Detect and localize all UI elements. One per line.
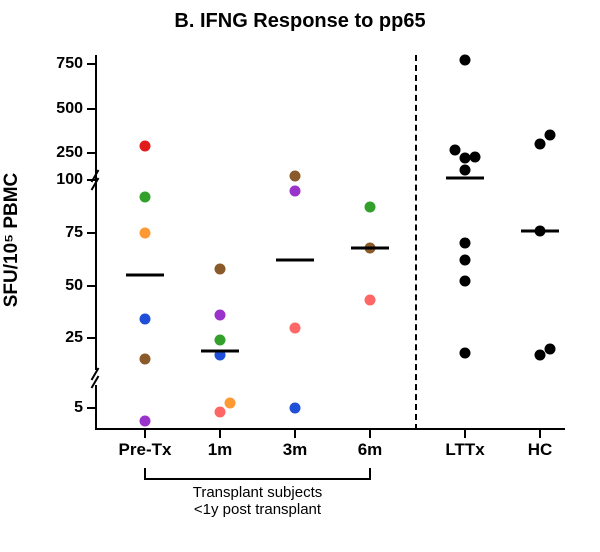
x-tick-label: LTTx (445, 440, 484, 460)
y-tick-label: 25 (41, 329, 83, 347)
data-point (450, 144, 461, 155)
data-point (215, 263, 226, 274)
data-point (225, 398, 236, 409)
y-tick-label: 5 (41, 399, 83, 417)
y-tick-label: 100 (41, 171, 83, 189)
data-point (290, 185, 301, 196)
data-point (140, 141, 151, 152)
bracket-v (144, 468, 146, 478)
x-tick (294, 428, 296, 438)
data-point (290, 402, 301, 413)
data-point (215, 310, 226, 321)
data-point (545, 343, 556, 354)
y-tick (87, 108, 95, 110)
y-tick (87, 407, 95, 409)
data-point (545, 130, 556, 141)
y-tick-label: 500 (41, 100, 83, 118)
median-line (201, 350, 239, 353)
y-tick-label: 250 (41, 144, 83, 162)
x-tick-label: 6m (358, 440, 383, 460)
data-point (535, 350, 546, 361)
data-point (365, 202, 376, 213)
data-point (460, 238, 471, 249)
x-tick-label: 1m (208, 440, 233, 460)
median-line (446, 177, 484, 180)
median-line (351, 246, 389, 249)
group-divider (415, 55, 417, 430)
median-line (276, 259, 314, 262)
data-point (140, 416, 151, 427)
x-tick (539, 428, 541, 438)
y-tick (87, 63, 95, 65)
y-axis-label: SFU/10⁵ PBMC (1, 173, 23, 308)
plot-area: 5255075100250500750Pre-Tx1m3m6mLTTxHCTra… (95, 50, 565, 430)
x-axis (95, 428, 565, 430)
y-axis-segment (95, 55, 97, 180)
data-point (140, 354, 151, 365)
data-point (460, 255, 471, 266)
bracket-v (369, 468, 371, 478)
data-point (140, 314, 151, 325)
data-point (290, 322, 301, 333)
data-point (535, 139, 546, 150)
y-tick (87, 337, 95, 339)
x-tick-label: HC (528, 440, 553, 460)
chart-title: B. IFNG Response to pp65 (0, 10, 600, 33)
y-tick-label: 75 (41, 224, 83, 242)
y-tick-label: 50 (41, 277, 83, 295)
median-line (521, 229, 559, 232)
data-point (460, 348, 471, 359)
data-point (140, 227, 151, 238)
x-tick (464, 428, 466, 438)
y-tick-label: 750 (41, 55, 83, 73)
data-point (470, 151, 481, 162)
median-line (126, 274, 164, 277)
y-tick (87, 232, 95, 234)
y-tick (87, 285, 95, 287)
data-point (460, 165, 471, 176)
x-tick (219, 428, 221, 438)
x-tick (369, 428, 371, 438)
x-tick (144, 428, 146, 438)
y-axis-segment (95, 180, 97, 370)
y-axis-segment (95, 385, 97, 430)
data-point (460, 276, 471, 287)
x-tick-label: 3m (283, 440, 308, 460)
data-point (140, 191, 151, 202)
data-point (215, 335, 226, 346)
data-point (215, 407, 226, 418)
bracket-label: Transplant subjects<1y post transplant (148, 484, 368, 518)
data-point (460, 55, 471, 66)
data-point (365, 295, 376, 306)
chart-container: B. IFNG Response to pp65 SFU/10⁵ PBMC 52… (0, 0, 600, 552)
data-point (460, 152, 471, 163)
x-tick-label: Pre-Tx (119, 440, 172, 460)
bracket-h (144, 478, 371, 480)
y-tick (87, 152, 95, 154)
data-point (290, 171, 301, 182)
